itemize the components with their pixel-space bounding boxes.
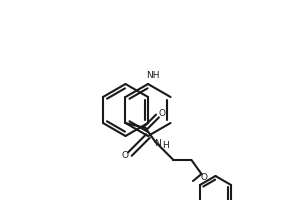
Text: O: O	[122, 152, 128, 160]
Text: NH: NH	[146, 72, 160, 80]
Text: O: O	[201, 172, 208, 182]
Text: O: O	[159, 110, 166, 118]
Text: N: N	[154, 140, 161, 148]
Text: H: H	[162, 140, 169, 150]
